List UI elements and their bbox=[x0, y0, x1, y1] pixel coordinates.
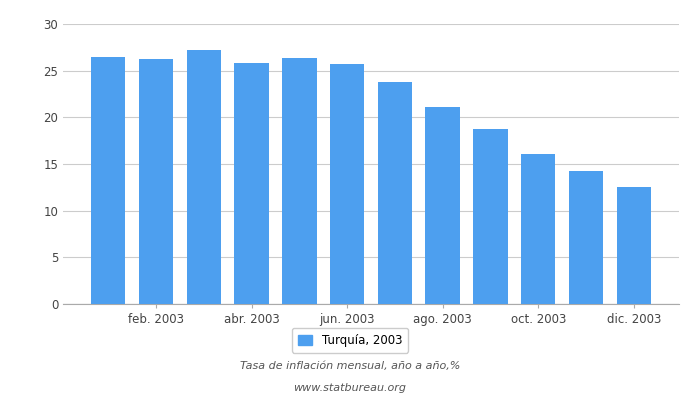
Bar bbox=[330, 64, 364, 304]
Bar bbox=[521, 154, 555, 304]
Bar bbox=[569, 172, 603, 304]
Text: Tasa de inflación mensual, año a año,%: Tasa de inflación mensual, año a año,% bbox=[240, 361, 460, 371]
Bar bbox=[282, 58, 316, 304]
Bar bbox=[139, 60, 173, 304]
Bar bbox=[617, 187, 651, 304]
Bar bbox=[187, 50, 221, 304]
Text: www.statbureau.org: www.statbureau.org bbox=[293, 383, 407, 393]
Bar bbox=[426, 107, 460, 304]
Bar bbox=[91, 57, 125, 304]
Bar bbox=[473, 128, 508, 304]
Bar bbox=[234, 63, 269, 304]
Legend: Turquía, 2003: Turquía, 2003 bbox=[292, 328, 408, 353]
Bar bbox=[378, 82, 412, 304]
